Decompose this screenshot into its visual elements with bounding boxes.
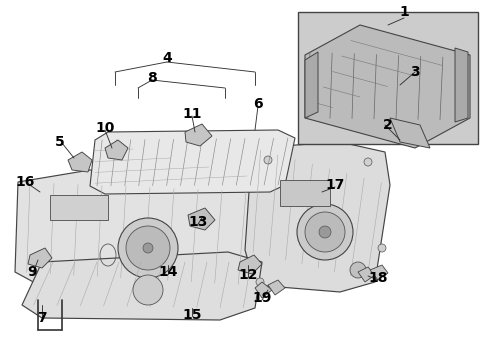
Polygon shape	[184, 124, 212, 146]
Text: 14: 14	[158, 265, 177, 279]
Circle shape	[126, 226, 170, 270]
Text: 13: 13	[188, 215, 207, 229]
Text: 17: 17	[325, 178, 344, 192]
Polygon shape	[238, 255, 262, 274]
Polygon shape	[105, 140, 128, 160]
Text: 12: 12	[238, 268, 257, 282]
Circle shape	[142, 243, 153, 253]
Polygon shape	[305, 52, 317, 118]
Circle shape	[296, 204, 352, 260]
Polygon shape	[22, 252, 262, 320]
Circle shape	[305, 212, 345, 252]
Polygon shape	[15, 170, 258, 295]
Text: 19: 19	[252, 291, 271, 305]
Polygon shape	[187, 208, 215, 230]
Bar	[50, 195, 108, 220]
Bar	[297, 12, 477, 144]
Text: 9: 9	[27, 265, 37, 279]
Circle shape	[318, 226, 330, 238]
Text: 7: 7	[37, 311, 47, 325]
Polygon shape	[369, 265, 387, 280]
Polygon shape	[357, 267, 374, 282]
Circle shape	[118, 218, 178, 278]
Text: 1: 1	[398, 5, 408, 19]
Text: 10: 10	[95, 121, 115, 135]
Text: 6: 6	[253, 97, 262, 111]
Text: 11: 11	[182, 107, 202, 121]
Polygon shape	[28, 248, 52, 268]
Polygon shape	[454, 48, 467, 122]
Circle shape	[256, 278, 264, 286]
Circle shape	[349, 262, 365, 278]
Text: 4: 4	[162, 51, 171, 65]
Polygon shape	[68, 152, 92, 172]
Text: 8: 8	[147, 71, 157, 85]
Circle shape	[264, 156, 271, 164]
Polygon shape	[267, 280, 285, 295]
Circle shape	[377, 244, 385, 252]
Text: 16: 16	[15, 175, 35, 189]
Bar	[280, 180, 329, 206]
Text: 3: 3	[409, 65, 419, 79]
Circle shape	[363, 158, 371, 166]
Polygon shape	[254, 282, 271, 298]
Polygon shape	[389, 118, 429, 148]
Polygon shape	[305, 25, 469, 148]
Circle shape	[133, 275, 163, 305]
Text: 2: 2	[382, 118, 392, 132]
Polygon shape	[244, 142, 389, 292]
Text: 15: 15	[182, 308, 202, 322]
Text: 5: 5	[55, 135, 65, 149]
Polygon shape	[90, 130, 294, 194]
Text: 18: 18	[367, 271, 387, 285]
